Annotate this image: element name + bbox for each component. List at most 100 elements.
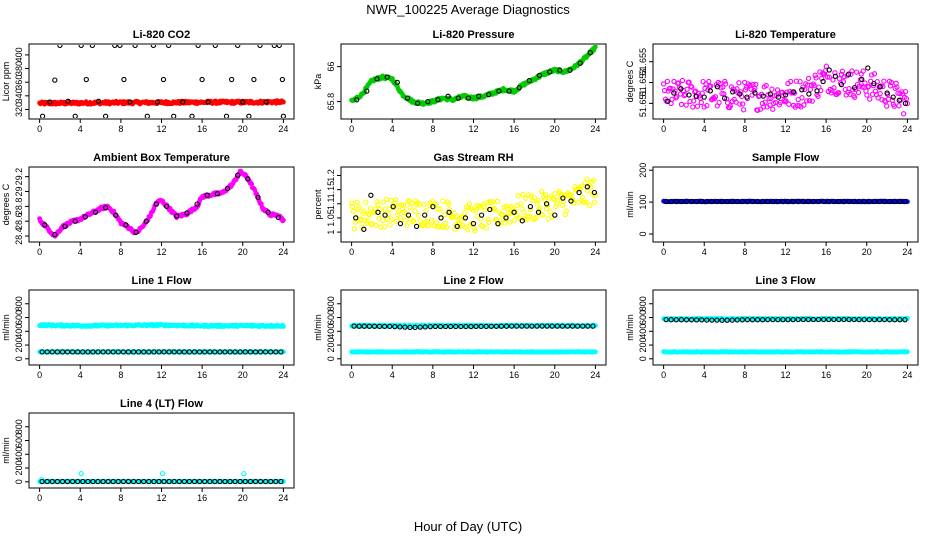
data-point xyxy=(354,199,360,205)
hourly-average-point xyxy=(734,198,740,205)
hourly-average-point xyxy=(154,99,161,105)
data-point xyxy=(451,210,457,216)
data-point xyxy=(831,85,837,91)
data-point xyxy=(349,203,356,210)
hourly-average-point xyxy=(841,198,847,205)
hourly-average-point xyxy=(557,67,563,73)
data-point xyxy=(540,212,546,218)
data-point xyxy=(455,217,461,223)
data-point xyxy=(404,222,410,229)
data-point xyxy=(871,71,878,77)
data-point xyxy=(712,94,719,100)
series-co2-0 xyxy=(37,98,286,107)
hourly-average-point xyxy=(382,212,388,218)
hourly-average-point xyxy=(585,323,591,329)
hourly-average-point xyxy=(262,349,269,355)
hourly-average-point xyxy=(790,89,797,95)
hourly-average-point xyxy=(876,198,883,205)
data-point xyxy=(539,188,545,195)
hourly-average-point xyxy=(361,323,367,329)
data-point xyxy=(848,71,854,77)
hourly-average-point xyxy=(194,201,200,207)
data-point xyxy=(881,78,887,84)
hourly-average-point xyxy=(739,317,745,323)
data-point xyxy=(590,177,597,183)
data-point xyxy=(698,99,704,106)
data-point xyxy=(443,220,449,226)
x-tick-label: 12 xyxy=(156,370,166,380)
y-tick-label: 400 xyxy=(14,447,24,462)
hourly-average-point xyxy=(724,198,730,205)
hourly-average-point xyxy=(156,478,162,485)
x-tick-label: 16 xyxy=(509,370,519,380)
chart-line1: Line 1 Flow ml/min 0 4 8 12 16 20 24 0 20040060080… xyxy=(1,275,295,380)
hourly-average-point xyxy=(102,113,109,118)
hourly-average-point xyxy=(402,324,408,330)
hourly-average-point xyxy=(85,349,91,355)
hourly-average-point xyxy=(861,198,867,205)
data-point xyxy=(664,78,671,85)
data-point xyxy=(516,215,522,221)
hourly-average-point xyxy=(519,323,525,329)
x-tick-label: 0 xyxy=(37,124,42,134)
hourly-average-point xyxy=(75,478,81,485)
hourly-average-point xyxy=(446,209,452,215)
data-point xyxy=(531,194,537,201)
hourly-average-point xyxy=(576,189,582,196)
data-point xyxy=(676,80,682,86)
data-point xyxy=(412,208,418,214)
hourly-average-point xyxy=(845,71,852,77)
hourly-average-point xyxy=(227,349,233,355)
hourly-average-point xyxy=(496,88,502,94)
data-point xyxy=(584,176,590,182)
x-tick-label: 8 xyxy=(118,370,123,380)
hourly-average-point xyxy=(176,349,182,355)
hourly-average-point xyxy=(871,198,878,205)
data-point xyxy=(426,222,432,229)
data-point xyxy=(799,95,805,101)
data-point xyxy=(483,225,489,231)
hourly-average-point xyxy=(508,323,515,329)
data-point xyxy=(855,89,862,96)
data-point xyxy=(506,210,512,216)
data-point xyxy=(554,201,560,207)
data-point xyxy=(660,81,667,87)
hourly-average-point xyxy=(241,470,247,477)
data-point xyxy=(674,94,680,100)
hourly-average-point xyxy=(160,76,167,83)
data-point xyxy=(466,201,472,207)
hourly-average-point xyxy=(351,323,357,329)
hourly-average-point xyxy=(181,349,188,355)
hourly-average-point xyxy=(268,349,274,355)
data-point xyxy=(723,81,729,87)
data-layer xyxy=(661,315,910,355)
x-tick-label: 20 xyxy=(550,247,560,257)
hourly-average-point xyxy=(247,478,254,485)
hourly-average-point xyxy=(237,349,243,355)
hourly-average-point xyxy=(841,316,847,323)
y-tick-label: 800 xyxy=(14,296,24,311)
data-point xyxy=(583,199,589,205)
hourly-average-point xyxy=(478,212,485,218)
data-point xyxy=(839,68,846,74)
hourly-average-point xyxy=(881,316,888,323)
x-tick-label: 8 xyxy=(118,247,123,257)
hourly-average-point xyxy=(871,80,877,87)
hourly-average-point xyxy=(280,113,287,118)
hourly-average-point xyxy=(897,317,903,323)
hourly-average-point xyxy=(394,79,400,86)
hourly-average-point xyxy=(207,349,213,355)
hourly-average-point xyxy=(714,198,720,205)
hourly-average-point xyxy=(354,97,360,103)
y-tick-label: 200 xyxy=(14,461,24,476)
hourly-average-point xyxy=(831,198,837,205)
x-tick-label: 0 xyxy=(349,247,354,257)
data-point xyxy=(766,95,772,102)
hourly-average-point xyxy=(115,478,121,485)
data-point xyxy=(902,88,909,95)
x-tick-label: 12 xyxy=(156,124,166,134)
hourly-average-point xyxy=(564,323,571,329)
data-point xyxy=(249,181,254,187)
x-tick-label: 24 xyxy=(278,370,288,380)
hourly-average-point xyxy=(90,349,96,355)
